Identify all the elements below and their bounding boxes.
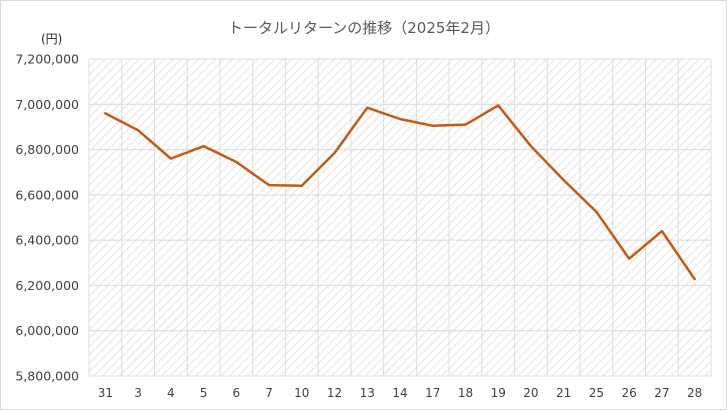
x-tick-label: 21 [556,386,571,400]
y-tick-label: 7,000,000 [15,97,79,112]
chart-title: トータルリターンの推移（2025年2月） [228,19,500,37]
x-tick-label: 20 [523,386,538,400]
x-tick-label: 7 [265,386,273,400]
x-tick-label: 18 [458,386,473,400]
x-tick-label: 28 [687,386,702,400]
x-tick-label: 17 [425,386,440,400]
y-axis-unit-label: (円) [41,32,62,46]
x-tick-label: 19 [491,386,506,400]
y-axis-ticks: 5,800,000 6,000,000 6,200,000 6,400,000 6,60… [15,52,79,384]
y-tick-label: 6,200,000 [15,278,79,293]
x-tick-label: 6 [232,386,240,400]
x-tick-label: 3 [134,386,142,400]
y-tick-label: 6,400,000 [15,233,79,248]
x-tick-label: 26 [622,386,637,400]
x-tick-label: 31 [98,386,113,400]
x-tick-label: 10 [294,386,309,400]
x-tick-label: 27 [654,386,669,400]
x-tick-label: 5 [200,386,208,400]
x-tick-label: 12 [327,386,342,400]
x-tick-label: 4 [167,386,175,400]
plot-area [89,59,711,376]
x-tick-label: 13 [360,386,375,400]
y-tick-label: 5,800,000 [15,369,79,384]
x-tick-label: 14 [392,386,407,400]
x-axis-ticks: 31 3 4 5 6 7 10 12 13 14 17 18 19 20 21 25 26 27 28 [98,386,703,400]
y-tick-label: 7,200,000 [15,52,79,67]
y-tick-label: 6,000,000 [15,323,79,338]
y-tick-label: 6,800,000 [15,142,79,157]
x-tick-label: 25 [589,386,604,400]
y-tick-label: 6,600,000 [15,187,79,202]
